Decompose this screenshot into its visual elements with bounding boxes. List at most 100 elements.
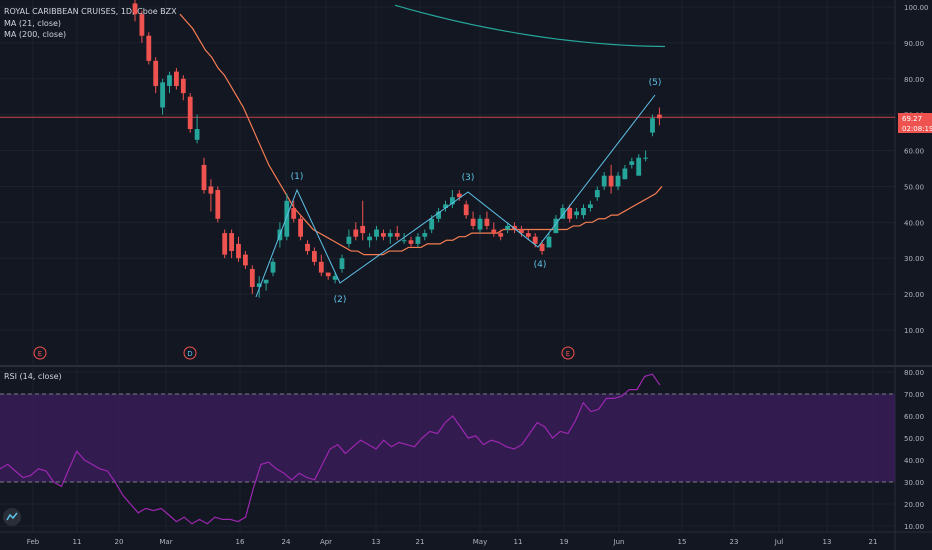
candle-down xyxy=(381,233,386,237)
wave-label: (5) xyxy=(649,78,662,88)
candle-down xyxy=(539,243,545,252)
time-tick-label: May xyxy=(473,538,487,546)
candle-up xyxy=(477,218,483,230)
candle-up xyxy=(346,236,352,244)
time-tick-label: 21 xyxy=(416,538,425,546)
time-tick-label: 24 xyxy=(282,538,291,546)
tradingview-logo-icon[interactable] xyxy=(3,508,21,526)
candle-down xyxy=(153,60,159,86)
rsi-tick-label: 60.00 xyxy=(904,413,924,421)
price-tick-label: 30.00 xyxy=(904,255,924,263)
candle-up xyxy=(367,236,372,241)
candle-down xyxy=(298,218,303,237)
candle-down xyxy=(408,240,414,244)
price-tick-label: 40.00 xyxy=(904,219,924,227)
candle-up xyxy=(622,168,628,180)
candle-down xyxy=(249,268,255,287)
ma200-path xyxy=(394,4,666,48)
candle-up xyxy=(167,75,172,86)
price-tick-label: 20.00 xyxy=(904,291,924,299)
ma21-legend[interactable]: MA (21, close) xyxy=(4,19,62,28)
candle-down xyxy=(360,225,366,234)
ma200-legend[interactable]: MA (200, close) xyxy=(4,30,67,39)
rsi-path xyxy=(0,373,661,525)
candle-down xyxy=(519,229,524,234)
elliott-wave: (1) (2) (3) (4) (5) xyxy=(255,78,662,305)
candle-down xyxy=(215,190,221,219)
candle-up xyxy=(601,175,607,187)
wave-label: (4) xyxy=(534,260,547,270)
ma21-path xyxy=(179,13,663,256)
candle-up xyxy=(553,218,559,234)
candle-up xyxy=(594,190,600,198)
price-axis[interactable]: 10.00 20.00 30.00 40.00 50.00 60.00 70.00 80.00… xyxy=(904,4,929,531)
time-tick-label: Jul xyxy=(774,538,784,546)
candle-down xyxy=(222,233,228,255)
candle-down xyxy=(318,261,324,273)
time-tick-label: Feb xyxy=(27,538,40,546)
rsi-tick-label: 20.00 xyxy=(904,501,924,509)
time-axis[interactable]: Feb 11 20 Mar 16 24 Apr 13 21 May 11 19 Jun 15 23 Jul 13… xyxy=(27,538,878,546)
time-tick-label: 11 xyxy=(514,538,523,546)
candle-up xyxy=(450,197,455,205)
candle-up xyxy=(263,279,269,284)
candle-up xyxy=(256,283,262,287)
wave-path xyxy=(255,94,656,298)
ma21-line xyxy=(0,13,895,256)
price-badge-value: 69.27 xyxy=(902,115,922,123)
candle-down xyxy=(394,233,400,237)
time-tick-label: Apr xyxy=(320,538,332,546)
candle-down xyxy=(208,186,214,194)
rsi-tick-label: 10.00 xyxy=(904,523,924,531)
candle-up xyxy=(436,211,441,219)
price-tick-label: 60.00 xyxy=(904,148,924,156)
candle-up xyxy=(643,157,648,159)
time-tick-label: 16 xyxy=(236,538,245,546)
candle-up xyxy=(160,82,165,108)
candle-down xyxy=(312,251,317,262)
candle-up xyxy=(374,229,379,237)
wave-label: (3) xyxy=(462,173,475,183)
candle-down xyxy=(657,114,662,119)
symbol-title[interactable]: ROYAL CARIBBEAN CRUISES, 1D, Cboe BZX xyxy=(4,7,177,16)
candle-down xyxy=(132,3,138,15)
candle-up xyxy=(415,236,421,244)
candle-down xyxy=(187,96,193,130)
time-tick-label: 13 xyxy=(823,538,832,546)
earnings-marker-label: E xyxy=(566,350,570,358)
candle-up xyxy=(636,157,642,176)
candle-up xyxy=(387,233,393,237)
rsi-tick-label: 70.00 xyxy=(904,391,924,399)
candle-up xyxy=(270,261,276,273)
candle-down xyxy=(139,14,145,36)
candle-up xyxy=(581,207,586,216)
candle-up xyxy=(284,200,290,237)
candle-up xyxy=(332,276,338,280)
earnings-marker xyxy=(561,346,575,360)
candle-down xyxy=(353,229,359,237)
price-tick-label: 90.00 xyxy=(904,40,924,48)
earnings-marker-label: D xyxy=(187,350,192,358)
candles xyxy=(132,0,662,298)
time-tick-label: 23 xyxy=(730,538,739,546)
candle-down xyxy=(201,164,207,191)
price-badge-countdown: 02:08:19 xyxy=(902,125,932,133)
time-tick-label: Mar xyxy=(159,538,172,546)
candle-down xyxy=(180,78,186,94)
candle-up xyxy=(615,175,621,187)
earnings-marker xyxy=(183,346,197,360)
candle-down xyxy=(243,254,248,266)
time-tick-label: 13 xyxy=(372,538,381,546)
price-tick-label: 50.00 xyxy=(904,183,924,191)
rsi-legend[interactable]: RSI (14, close) xyxy=(4,372,62,381)
candle-up xyxy=(422,233,428,237)
wave-label: (2) xyxy=(334,295,347,305)
earnings-marker xyxy=(33,346,47,360)
price-tick-label: 10.00 xyxy=(904,327,924,335)
candle-down xyxy=(470,218,476,226)
candle-down xyxy=(512,225,517,230)
candle-down xyxy=(491,229,497,234)
candle-down xyxy=(498,233,504,237)
